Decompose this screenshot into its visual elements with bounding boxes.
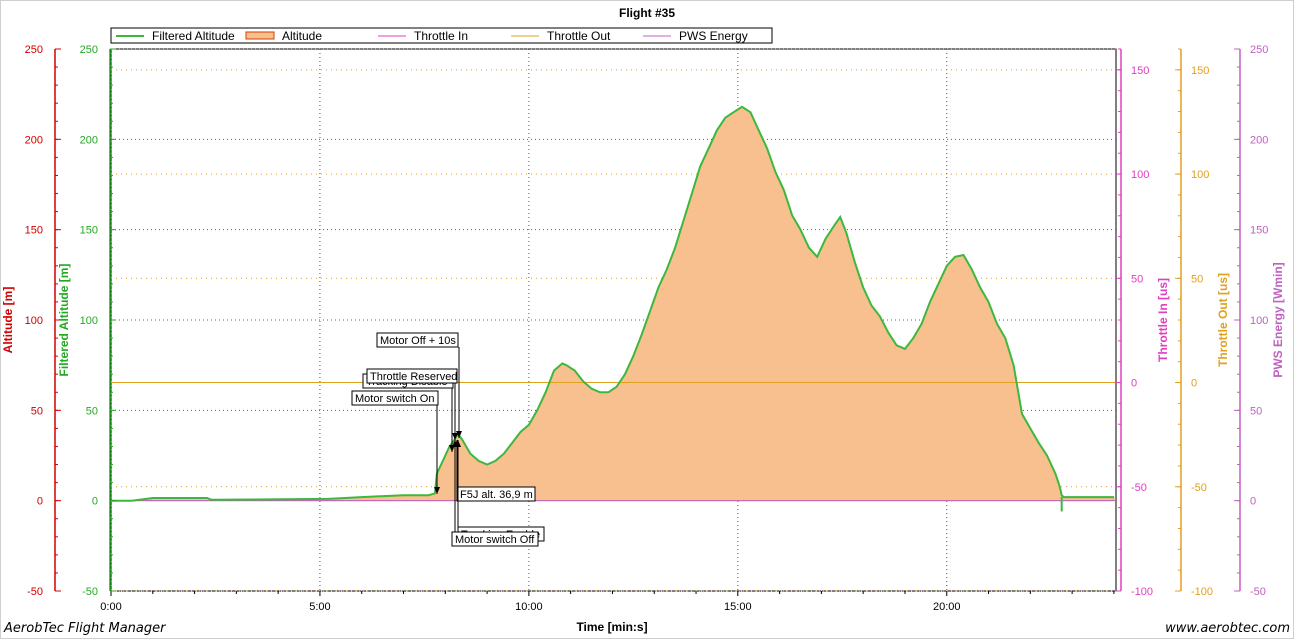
legend-item: PWS Energy: [643, 29, 748, 43]
y-tick-label: 100: [25, 315, 43, 327]
y-tick-label: 100: [1131, 169, 1149, 181]
y-tick-label: 50: [31, 405, 43, 417]
y-tick-label: 150: [1250, 225, 1268, 237]
legend-label: Throttle Out: [547, 29, 611, 43]
y-tick-label: 0: [1191, 378, 1197, 390]
y-axis-label: Altitude [m]: [1, 287, 15, 354]
y-tick-label: -50: [1250, 586, 1266, 598]
y-tick-label: 150: [80, 225, 98, 237]
y-tick-label: 50: [1250, 405, 1262, 417]
y-axis-label: Throttle In [us]: [1156, 278, 1170, 362]
y-tick-label: 200: [80, 134, 98, 146]
y-tick-label: 50: [86, 405, 98, 417]
legend-item: Filtered Altitude: [116, 29, 235, 43]
y-tick-label: 250: [80, 44, 98, 56]
annotation-box: [376, 332, 459, 348]
annotation-label: Motor Off + 10s: [380, 335, 456, 347]
y-tick-label: 250: [1250, 44, 1268, 56]
annotation-label: Motor switch On: [355, 393, 434, 405]
legend-item: Throttle In: [378, 29, 468, 43]
y-tick-label: 0: [92, 496, 98, 508]
y-tick-label: -50: [1131, 482, 1147, 494]
y-tick-label: 0: [37, 496, 43, 508]
x-tick-label: 15:00: [724, 601, 752, 613]
annotation-box: [351, 390, 439, 406]
annotation-marker: Tracking Disable: [362, 373, 455, 452]
y-tick-label: 200: [25, 134, 43, 146]
y-tick-label: 100: [80, 315, 98, 327]
y-tick-label: 200: [1250, 134, 1268, 146]
y-tick-label: -50: [27, 586, 43, 598]
legend[interactable]: Filtered Altitude Altitude Throttle In Thro…: [110, 27, 773, 44]
x-axis-label: Time [min:s]: [576, 620, 647, 634]
axes: 0:00 5:00 10:00 15:00 20:00 -50 0 50 100 150 200 25…: [1, 44, 1285, 613]
annotation-arrow: [452, 440, 458, 447]
legend-item: Throttle Out: [511, 29, 611, 43]
x-tick-label: 5:00: [309, 601, 330, 613]
y-tick-label: 50: [1131, 273, 1143, 285]
legend-box: [110, 27, 773, 44]
chart-title: Flight #35: [619, 6, 675, 20]
axis-pws: -50 0 50 100 150 200 250 PWS Energy [Wmin]: [1234, 44, 1285, 598]
x-tick-label: 10:00: [515, 601, 543, 613]
legend-item: Altitude: [245, 29, 322, 43]
y-tick-label: 50: [1191, 273, 1203, 285]
annotation-box: [456, 486, 536, 502]
y-axis-label: Filtered Altitude [m]: [57, 264, 71, 377]
annotation-marker: Motor switch Off: [451, 440, 539, 547]
y-tick-label: -50: [82, 586, 98, 598]
annotation-arrow: [452, 433, 458, 440]
annotation-label: Motor switch Off: [455, 534, 535, 546]
legend-swatch: [245, 31, 275, 40]
y-tick-label: -100: [1131, 586, 1153, 598]
y-tick-label: 100: [1250, 315, 1268, 327]
axis-throttle_in: -100 -50 0 50 100 150 Throttle In [us]: [1115, 48, 1170, 598]
legend-label: PWS Energy: [679, 29, 748, 43]
annotation-label: F5J alt. 36,9 m: [460, 489, 533, 501]
annotation-arrow: [434, 487, 440, 494]
y-tick-label: 0: [1131, 378, 1137, 390]
altitude-area: [110, 106, 1115, 502]
website-link[interactable]: www.aerobtec.com: [1165, 621, 1290, 636]
y-tick-label: 150: [1191, 65, 1209, 77]
y-axis-label: PWS Energy [Wmin]: [1271, 262, 1285, 377]
annotations: Motor switch OnTracking DisableThrottle …: [351, 332, 545, 547]
y-tick-label: 250: [25, 44, 43, 56]
annotation-label: Throttle Reserved: [370, 371, 457, 383]
annotation-arrow: [456, 431, 462, 438]
legend-label: Altitude: [282, 29, 322, 43]
axis-altitude: -50 0 50 100 150 200 250 Altitude [m]: [1, 44, 61, 598]
legend-label: Filtered Altitude: [152, 29, 235, 43]
y-tick-label: -50: [1191, 482, 1207, 494]
x-tick-label: 20:00: [933, 601, 961, 613]
y-tick-label: 150: [1131, 65, 1149, 77]
y-tick-label: 100: [1191, 169, 1209, 181]
y-tick-label: -100: [1191, 586, 1213, 598]
annotation-marker: Motor switch On: [351, 390, 440, 494]
annotation-marker: Throttle Reserved: [366, 368, 458, 440]
y-tick-label: 0: [1250, 496, 1256, 508]
annotation-box: [366, 368, 458, 384]
plot-area: [110, 105, 1116, 512]
annotation-box: [451, 531, 539, 547]
axis-throttle_out: -100 -50 0 50 100 150 Throttle Out [us]: [1175, 48, 1230, 598]
legend-label: Throttle In: [414, 29, 468, 43]
y-axis-label: Throttle Out [us]: [1216, 273, 1230, 367]
annotation-marker: Motor Off + 10s: [376, 332, 462, 438]
x-tick-label: 0:00: [100, 601, 121, 613]
annotation-marker: F5J alt. 36,9 m: [454, 440, 536, 502]
axis-filtered: -50 0 50 100 150 200 250 Filtered Altitude [m]: [57, 44, 116, 598]
app-name: AerobTec Flight Manager: [4, 621, 166, 636]
y-tick-label: 150: [25, 225, 43, 237]
